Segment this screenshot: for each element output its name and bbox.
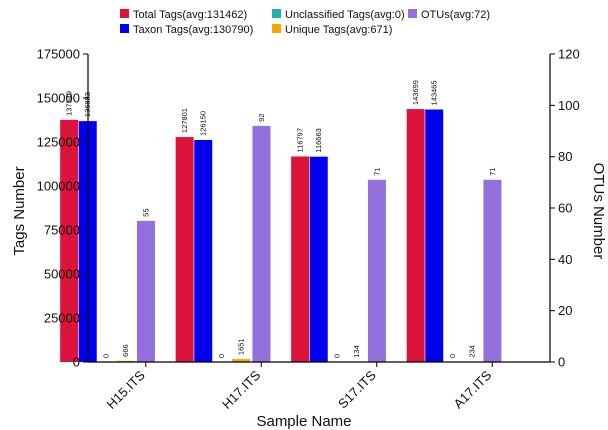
y-left-tick-label: 125000 [37,135,80,150]
data-label-unclassified: 0 [448,354,457,358]
data-label-taxon: 116663 [314,128,323,152]
legend-label-taxon: Taxon Tags(avg:130790) [133,24,253,36]
bar-total [60,119,79,362]
data-label-total: 137549 [65,91,74,116]
data-label-otus: 71 [372,167,381,175]
data-label-unique: 234 [468,345,477,358]
bars [60,109,502,363]
data-label-unique: 134 [352,345,361,358]
data-label-total: 116797 [296,128,305,152]
y-right-tick-label: 120 [558,47,580,62]
bar-otus [483,179,502,362]
bar-total [175,137,194,362]
data-label-otus: 55 [141,208,150,216]
data-label-total: 143699 [411,80,420,105]
y-left-tick-label: 100000 [37,179,80,194]
data-label-taxon: 143465 [430,80,439,105]
bar-taxon [425,109,444,362]
data-label-otus: 71 [488,167,497,175]
y-left-tick-label: 175000 [37,47,80,62]
data-label-unclassified: 0 [217,354,226,358]
y-right-tick-label: 20 [558,303,572,318]
x-tick-label: H17.ITS [219,367,264,412]
data-label-taxon: 126150 [199,111,208,136]
y-right-tick-label: 100 [558,98,580,113]
legend-label-unclassified: Unclassified Tags(avg:0) [285,9,405,21]
legend-swatch-total [120,9,129,18]
x-tick-label: A17.ITS [451,367,495,411]
x-tick-label: H15.ITS [104,367,149,412]
data-label-otus: 92 [257,114,266,122]
bar-otus [367,179,386,362]
data-label-unique: 1651 [237,338,246,355]
legend: Total Tags(avg:131462) Taxon Tags(avg:130… [120,9,490,36]
data-label-unique: 666 [121,344,130,357]
bar-taxon [194,139,213,362]
bar-unique [232,359,251,362]
legend-label-otus: OTUs(avg:72) [421,9,490,21]
legend-swatch-otus [408,9,417,18]
y-left-tick-label: 0 [73,355,80,370]
y-axis-title-right: OTUs Number [590,163,607,260]
y-left-tick-label: 50000 [44,267,80,282]
y-right-tick-label: 80 [558,149,572,164]
x-tick-label: S17.ITS [335,367,379,411]
bar-taxon [309,156,328,362]
y-axis-title-left: Tags Number [11,166,28,255]
legend-label-unique: Unique Tags(avg:671) [285,24,392,36]
bar-total [406,109,425,363]
legend-swatch-unclassified [272,9,281,18]
legend-swatch-unique [272,24,281,33]
y-left-tick-label: 150000 [37,91,80,106]
bar-otus [252,125,271,362]
data-label-total: 127801 [180,108,189,133]
bar-otus [136,220,155,362]
y-left-tick-label: 75000 [44,223,80,238]
legend-swatch-taxon [120,24,129,33]
data-label-unclassified: 0 [332,354,341,358]
legend-label-total: Total Tags(avg:131462) [133,9,247,21]
y-left-tick-label: 25000 [44,311,80,326]
data-label-unclassified: 0 [101,354,110,358]
bar-total [291,156,310,362]
y-right-tick-label: 0 [558,355,565,370]
x-axis-title: Sample Name [256,413,351,430]
y-right-tick-label: 60 [558,201,572,216]
y-right-tick-label: 40 [558,252,572,267]
